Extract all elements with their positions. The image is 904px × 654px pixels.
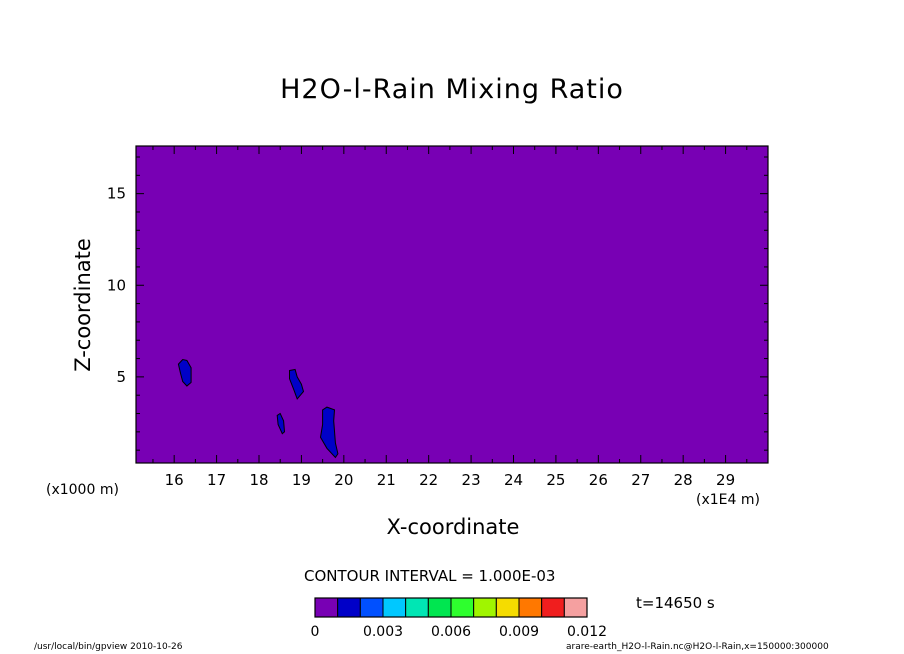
x-axis-label-text: X-coordinate	[386, 515, 520, 539]
time-label: t=14650 s	[636, 594, 715, 612]
x-tick-label: 26	[589, 471, 608, 489]
colorbar-swatch	[495, 597, 520, 618]
colorbar-swatch	[359, 597, 384, 618]
x-axis-label: X-coordinate	[0, 515, 904, 539]
y-tick-label: 15	[107, 185, 126, 203]
y-tick-label: 10	[107, 276, 126, 294]
colorbar-swatch	[314, 597, 339, 618]
footer-right: arare-earth_H2O-l-Rain.nc@H2O-l-Rain,x=1…	[566, 642, 829, 652]
footer-left: /usr/local/bin/gpview 2010-10-26	[34, 642, 183, 652]
colorbar-tick-label: 0.012	[567, 624, 607, 640]
x-tick-label: 21	[377, 471, 396, 489]
colorbar-tick-label: 0	[311, 624, 320, 640]
x-tick-label: 16	[165, 471, 184, 489]
colorbar-swatch	[473, 597, 497, 618]
x-tick-label: 28	[674, 471, 693, 489]
contour-interval-label: CONTOUR INTERVAL = 1.000E-03	[304, 567, 556, 585]
field-background	[136, 146, 768, 463]
colorbar-swatch	[427, 597, 452, 618]
x-tick-label: 27	[631, 471, 650, 489]
x-tick-label: 29	[716, 471, 735, 489]
x-tick-label: 20	[334, 471, 353, 489]
x-tick-label: 17	[207, 471, 226, 489]
colorbar-swatch	[405, 597, 429, 618]
colorbar-tick-label: 0.009	[499, 624, 539, 640]
colorbar-frame	[314, 597, 588, 618]
y-axis-multiplier: (x1000 m)	[46, 482, 119, 498]
y-tick-label: 5	[116, 368, 126, 386]
x-tick-label: 25	[546, 471, 565, 489]
x-tick-label: 22	[419, 471, 438, 489]
y-axis-label: Z-coordinate	[71, 238, 95, 372]
colorbar-swatch	[518, 597, 543, 618]
rain-cell-3	[276, 412, 286, 435]
x-tick-label: 19	[292, 471, 311, 489]
colorbar-swatch	[337, 597, 361, 618]
rain-cell-2	[289, 368, 305, 400]
colorbar-swatch	[382, 597, 407, 618]
colorbar-swatch	[450, 597, 475, 618]
x-axis-multiplier: (x1E4 m)	[696, 492, 760, 508]
chart-title: H2O-l-Rain Mixing Ratio	[280, 74, 624, 105]
plot-frame	[135, 145, 769, 464]
rain-cell-1	[177, 358, 192, 387]
colorbar-tick-label: 0.003	[363, 624, 403, 640]
colorbar-tick-label: 0.006	[431, 624, 471, 640]
x-tick-label: 23	[462, 471, 481, 489]
x-tick-label: 24	[504, 471, 523, 489]
rain-cell-4	[319, 406, 339, 459]
colorbar-swatch	[563, 597, 588, 618]
x-tick-label: 18	[249, 471, 268, 489]
colorbar-swatch	[541, 597, 565, 618]
